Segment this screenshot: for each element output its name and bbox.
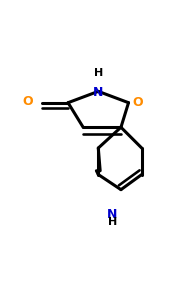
Text: O: O bbox=[22, 95, 33, 108]
Text: N: N bbox=[93, 86, 103, 99]
Text: H: H bbox=[94, 68, 103, 78]
Text: N: N bbox=[107, 208, 118, 221]
Text: H: H bbox=[108, 217, 117, 227]
Text: O: O bbox=[132, 96, 143, 109]
